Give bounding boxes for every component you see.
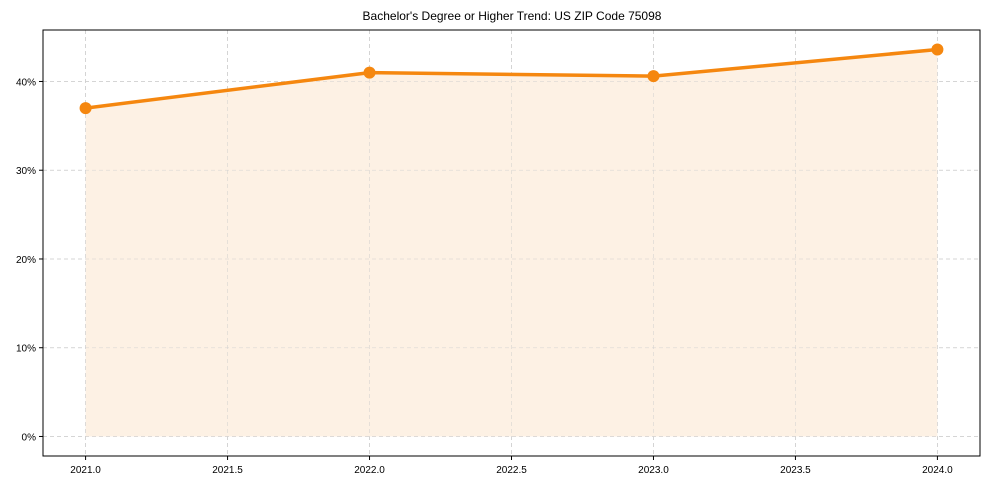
y-tick-label: 0% [22,432,37,443]
y-tick-label: 30% [16,166,36,177]
y-tick-label: 10% [16,344,36,355]
data-point-marker [647,70,660,83]
y-tick-label: 20% [16,255,36,266]
x-tick-label: 2021.5 [212,465,243,476]
x-tick-label: 2021.0 [70,465,101,476]
x-tick-label: 2023.0 [638,465,669,476]
data-point-marker [363,66,376,79]
plot-area: 2021.0 2021.5 2022.0 2022.5 2023.0 2023.5 2024… [16,29,981,476]
x-tick-label: 2022.5 [496,465,527,476]
y-tick-label: 40% [16,77,36,88]
x-tick-label: 2023.5 [780,465,811,476]
data-point-marker [931,43,944,56]
chart-title: Bachelor's Degree or Higher Trend: US ZI… [363,9,662,23]
series-line [83,47,940,110]
data-point-marker [79,102,92,115]
x-tick-label: 2022.0 [354,465,385,476]
x-tick-label: 2024.0 [922,465,953,476]
